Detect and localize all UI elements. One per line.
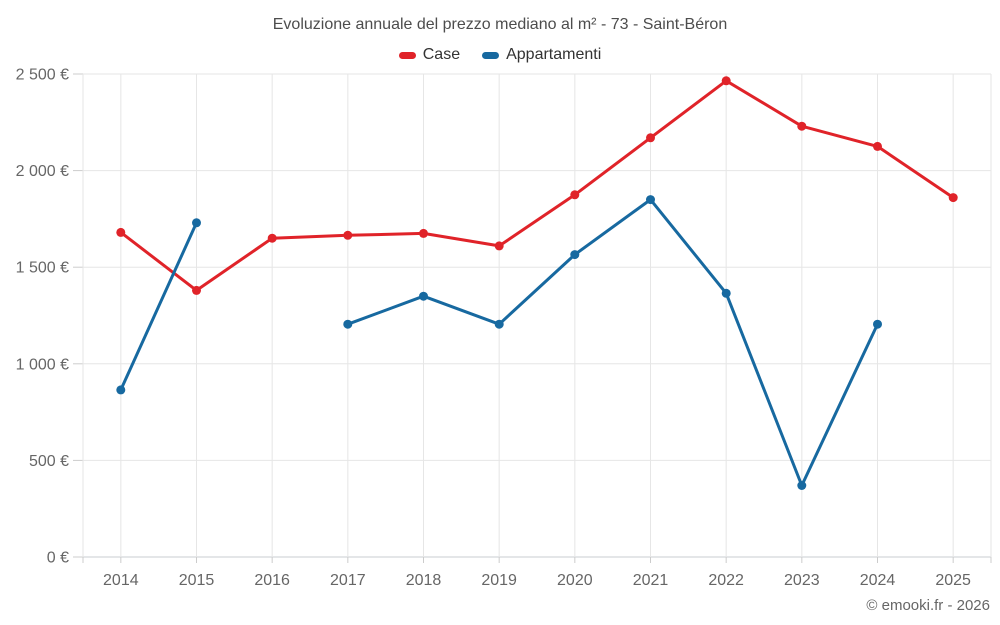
x-tick-label: 2015 [179, 572, 215, 589]
x-tick-label: 2016 [254, 572, 290, 589]
x-tick-label: 2025 [935, 572, 971, 589]
data-point-appartamenti-2023[interactable] [797, 481, 807, 490]
legend-label-appartamenti: Appartamenti [506, 46, 602, 63]
x-tick-label: 2023 [784, 572, 820, 589]
x-tick-label: 2024 [860, 572, 896, 589]
data-point-case-2025[interactable] [948, 193, 958, 203]
y-tick-label: 500 € [29, 453, 69, 470]
legend-item-appartamenti[interactable]: Appartamenti [482, 46, 601, 64]
data-point-case-2024[interactable] [873, 141, 882, 151]
data-point-case-2016[interactable] [267, 233, 277, 243]
series-line-case [119, 79, 955, 292]
data-point-case-2018[interactable] [419, 228, 428, 238]
data-point-case-2022[interactable] [721, 76, 731, 86]
y-tick-label: 1 000 € [16, 356, 69, 373]
data-point-appartamenti-2022[interactable] [721, 288, 731, 298]
y-tick-label: 0 € [47, 550, 69, 567]
data-point-appartamenti-2021[interactable] [646, 195, 655, 205]
y-axis: 0 € 500 € 1 000 € 1 500 € 2 000 € 2 500 € [16, 67, 991, 567]
x-tick-label: 2020 [557, 572, 593, 589]
legend-marker-case [398, 51, 416, 59]
data-point-case-2020[interactable] [570, 190, 580, 200]
x-axis: 2014 2015 2016 2017 2018 2019 2020 2021 2022 2023… [82, 74, 992, 589]
chart-title: Evoluzione annuale del prezzo mediano al… [272, 16, 728, 33]
legend-label-case: Case [422, 46, 461, 63]
x-tick-label: 2018 [406, 572, 442, 589]
data-point-case-2023[interactable] [797, 121, 807, 131]
x-tick-label: 2014 [103, 572, 139, 589]
data-point-appartamenti-2017[interactable] [343, 319, 353, 329]
data-point-appartamenti-2014[interactable] [116, 385, 126, 395]
data-point-appartamenti-2018[interactable] [419, 291, 428, 301]
legend-marker-appartamenti [482, 51, 500, 59]
data-point-appartamenti-2019[interactable] [494, 319, 504, 329]
data-point-case-2014[interactable] [116, 227, 126, 237]
data-point-case-2015[interactable] [192, 285, 201, 295]
data-point-case-2021[interactable] [646, 133, 655, 143]
series-line-appartamenti [119, 198, 879, 487]
credits-link[interactable]: © emooki.fr - 2026 [866, 597, 990, 614]
data-point-appartamenti-2015[interactable] [192, 218, 201, 228]
series-appartamenti [116, 195, 882, 490]
data-point-appartamenti-2020[interactable] [570, 250, 580, 260]
x-tick-label: 2021 [633, 572, 669, 589]
y-tick-label: 1 500 € [16, 260, 69, 277]
data-point-appartamenti-2024[interactable] [873, 319, 882, 329]
x-tick-label: 2019 [481, 572, 517, 589]
series-case [116, 76, 958, 295]
y-tick-label: 2 500 € [16, 67, 69, 84]
data-point-case-2019[interactable] [494, 241, 504, 251]
x-tick-label: 2017 [330, 572, 366, 589]
y-tick-label: 2 000 € [16, 163, 69, 180]
data-point-case-2017[interactable] [343, 230, 353, 240]
chart-legend: Case Appartamenti [0, 46, 1000, 64]
x-tick-label: 2022 [708, 572, 744, 589]
legend-item-case[interactable]: Case [398, 46, 461, 64]
